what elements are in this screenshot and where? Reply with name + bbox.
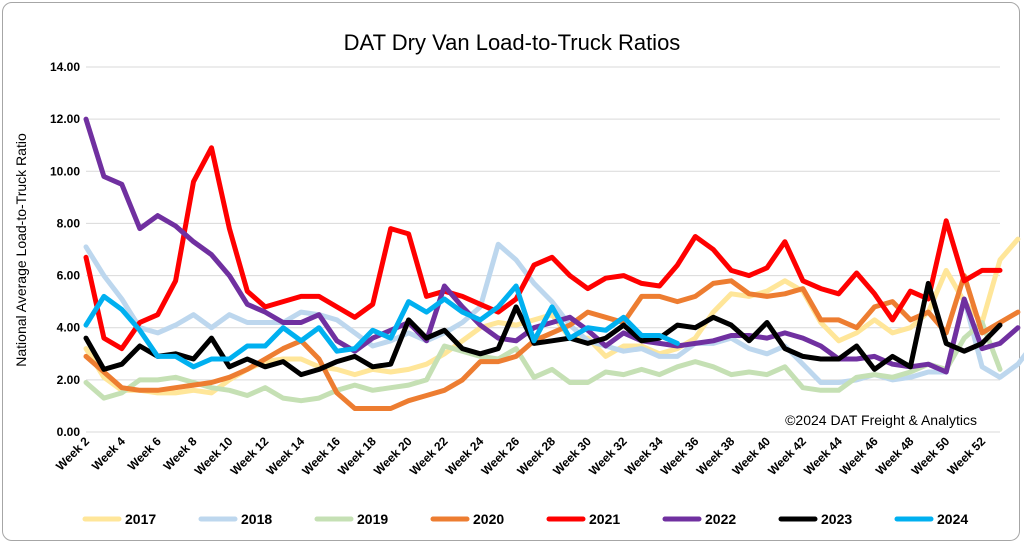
x-tick-label: Week 30: [550, 434, 594, 478]
x-tick-label: Week 36: [658, 434, 702, 478]
chart-title: DAT Dry Van Load-to-Truck Ratios: [344, 30, 681, 55]
legend-label-2017: 2017: [125, 511, 156, 527]
series-line-2024: [83, 283, 680, 370]
x-tick-label: Week 50: [909, 434, 953, 478]
x-tick-label: Week 26: [479, 434, 523, 478]
legend-label-2019: 2019: [357, 511, 388, 527]
x-tick-label: Week 28: [514, 434, 558, 478]
x-tick-label: Week 6: [125, 434, 164, 473]
series-line-2020: [83, 273, 1021, 411]
x-tick-label: Week 40: [729, 434, 773, 478]
legend-label-2021: 2021: [589, 511, 620, 527]
y-tick-label: 10.00: [50, 164, 80, 178]
y-tick-label: 6.00: [57, 269, 81, 283]
series-line-2019: [83, 320, 1003, 404]
x-tick-label: Week 4: [89, 434, 128, 473]
x-tick-label: Week 14: [263, 434, 307, 478]
y-axis-ticks: 0.00 2.00 4.00 6.00 8.00 10.00 12.00 14.00: [50, 60, 80, 439]
y-tick-label: 8.00: [57, 216, 81, 230]
x-tick-label: Week 22: [407, 434, 451, 478]
x-tick-label: Week 34: [622, 434, 666, 478]
series-line-2023: [83, 280, 1003, 378]
legend-label-2018: 2018: [241, 511, 272, 527]
x-tick-label: Week 20: [371, 434, 415, 478]
series-lines: [83, 116, 1024, 411]
legend-label-2020: 2020: [473, 511, 504, 527]
x-tick-label: Week 32: [586, 434, 630, 478]
x-tick-label: Week 24: [443, 434, 487, 478]
legend-label-2023: 2023: [821, 511, 852, 527]
x-tick-label: Week 18: [335, 434, 379, 478]
y-tick-label: 4.00: [57, 321, 81, 335]
x-tick-label: Week 10: [192, 434, 236, 478]
y-tick-label: 12.00: [50, 112, 80, 126]
x-tick-label: Week 46: [837, 434, 881, 478]
series-line-2021: [83, 145, 1003, 352]
y-axis-label: National Average Load-to-Truck Ratio: [13, 133, 29, 367]
x-tick-label: Week 38: [694, 434, 738, 478]
x-tick-label: Week 42: [765, 434, 809, 478]
series-line-2022: [83, 116, 1021, 375]
y-tick-label: 0.00: [57, 425, 81, 439]
x-tick-label: Week 16: [299, 434, 343, 478]
legend-label-2022: 2022: [705, 511, 736, 527]
x-tick-label: Week 44: [801, 434, 845, 478]
copyright-annotation: ©2024 DAT Freight & Analytics: [785, 412, 977, 428]
y-tick-label: 14.00: [50, 60, 80, 74]
y-tick-label: 2.00: [57, 373, 81, 387]
legend-label-2024: 2024: [937, 511, 968, 527]
x-tick-label: Week 52: [944, 434, 988, 478]
legend: 2017 2018 2019 2020 2021 2022 2023 2024: [82, 511, 968, 527]
x-tick-label: Week 2: [53, 434, 92, 473]
x-tick-label: Week 48: [873, 434, 917, 478]
x-tick-label: Week 12: [228, 434, 272, 478]
gridlines: [86, 66, 1000, 381]
